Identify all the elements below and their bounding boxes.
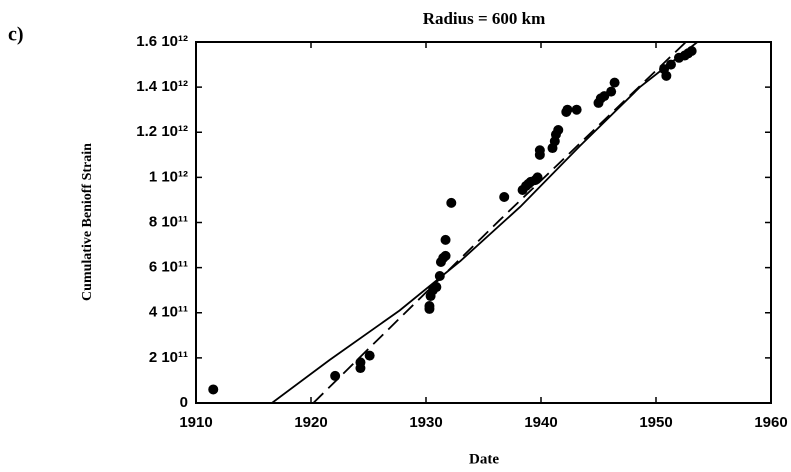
data-point (532, 172, 543, 183)
y-tick-label: 6 10¹¹ (149, 259, 188, 276)
data-point (364, 350, 375, 361)
data-point (499, 192, 510, 203)
chart-title: Radius = 600 km (423, 9, 546, 28)
y-tick-label: 1 10¹² (149, 168, 188, 185)
data-point (424, 300, 435, 311)
data-point (440, 234, 451, 245)
x-tick-label: 1940 (524, 414, 557, 431)
y-tick-label: 4 10¹¹ (149, 304, 188, 321)
data-point (534, 145, 545, 156)
x-axis-label: Date (469, 451, 499, 467)
data-point (571, 104, 582, 115)
y-tick-label: 1.4 10¹² (136, 78, 188, 95)
data-point (665, 59, 676, 70)
y-axis-label: Cumulative Benioff Strain (80, 143, 95, 301)
data-point (446, 197, 457, 208)
panel-label: c) (8, 24, 24, 46)
fit-line (271, 42, 698, 403)
x-tick-label: 1920 (294, 414, 327, 431)
y-tick-label: 8 10¹¹ (149, 213, 188, 230)
data-point (208, 384, 219, 395)
data-point (440, 250, 451, 261)
x-tick-label: 1950 (639, 414, 672, 431)
y-tick-label: 1.2 10¹² (136, 123, 188, 140)
data-point (330, 370, 341, 381)
data-point (562, 104, 573, 115)
data-point (434, 270, 445, 281)
data-point (609, 77, 620, 88)
fit-line (312, 42, 687, 403)
y-tick-label: 2 10¹¹ (149, 349, 188, 366)
plot-frame (195, 41, 772, 404)
data-point (355, 357, 366, 368)
y-tick-label: 0 (180, 394, 188, 411)
x-tick-label: 1960 (754, 414, 787, 431)
x-tick-label: 1910 (179, 414, 212, 431)
data-point (553, 124, 564, 135)
y-tick-label: 1.6 10¹² (136, 33, 188, 50)
x-tick-label: 1930 (409, 414, 442, 431)
data-point (661, 70, 672, 81)
data-point (606, 86, 617, 97)
